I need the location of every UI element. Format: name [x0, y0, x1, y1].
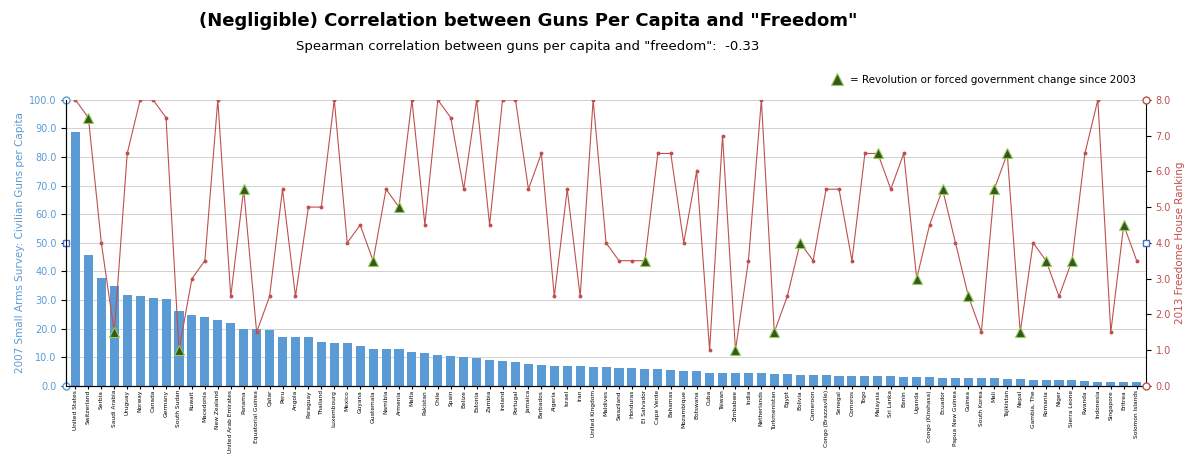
Bar [511, 361, 520, 386]
Bar [84, 255, 92, 386]
Bar [498, 361, 508, 386]
Bar [887, 376, 895, 386]
Bar [109, 286, 119, 386]
Bar [408, 351, 416, 386]
Bar [239, 329, 248, 386]
Bar [355, 346, 365, 386]
Bar [1120, 382, 1128, 386]
Bar [1028, 380, 1038, 386]
Bar [290, 337, 300, 386]
Bar [614, 368, 624, 386]
Y-axis label: 2007 Small Arms Survey: Civilian Guns per Capita: 2007 Small Arms Survey: Civilian Guns pe… [16, 112, 25, 373]
Bar [576, 366, 584, 386]
Bar [1106, 382, 1115, 386]
Bar [990, 379, 998, 386]
Bar [214, 320, 222, 386]
Bar [136, 296, 145, 386]
Bar [718, 373, 727, 386]
Bar [330, 343, 338, 386]
Bar [757, 373, 766, 386]
Y-axis label: 2013 Freedome House Ranking: 2013 Freedome House Ranking [1175, 161, 1186, 324]
Bar [977, 378, 986, 386]
Bar [666, 370, 676, 386]
Bar [97, 278, 106, 386]
Bar [1093, 381, 1103, 386]
Bar [382, 349, 390, 386]
Bar [769, 374, 779, 386]
Bar [847, 376, 857, 386]
Bar [304, 337, 313, 386]
Bar [187, 315, 197, 386]
Bar [912, 377, 922, 386]
Bar [446, 356, 455, 386]
Bar [588, 366, 598, 386]
Bar [252, 329, 262, 386]
Bar [950, 378, 960, 386]
Bar [200, 317, 209, 386]
Bar [809, 375, 817, 386]
Bar [162, 299, 170, 386]
Bar [317, 343, 326, 386]
Bar [899, 377, 908, 386]
Bar [433, 355, 443, 386]
Bar [679, 371, 689, 386]
Bar [1015, 379, 1025, 386]
Bar [472, 358, 481, 386]
Bar [1068, 380, 1076, 386]
Bar [420, 353, 430, 386]
Bar [925, 377, 934, 386]
Legend: = Revolution or forced government change since 2003: = Revolution or forced government change… [822, 71, 1140, 89]
Bar [71, 132, 80, 386]
Bar [628, 368, 636, 386]
Bar [964, 378, 973, 386]
Bar [1080, 381, 1090, 386]
Bar [834, 375, 844, 386]
Bar [536, 365, 546, 386]
Text: Spearman correlation between guns per capita and "freedom":  -0.33: Spearman correlation between guns per ca… [296, 40, 760, 53]
Bar [278, 337, 287, 386]
Bar [860, 376, 870, 386]
Bar [641, 369, 649, 386]
Bar [149, 298, 157, 386]
Bar [563, 366, 571, 386]
Bar [822, 375, 830, 386]
Bar [1132, 382, 1141, 386]
Bar [227, 322, 235, 386]
Bar [706, 373, 714, 386]
Bar [1003, 379, 1012, 386]
Bar [744, 373, 752, 386]
Bar [796, 375, 805, 386]
Bar [485, 360, 494, 386]
Bar [460, 357, 468, 386]
Bar [874, 376, 882, 386]
Bar [601, 367, 611, 386]
Bar [122, 295, 132, 386]
Bar [782, 374, 792, 386]
Bar [1055, 380, 1063, 386]
Bar [343, 343, 352, 386]
Bar [550, 366, 559, 386]
Bar [653, 369, 662, 386]
Bar [265, 330, 274, 386]
Bar [524, 364, 533, 386]
Bar [368, 349, 378, 386]
Bar [692, 371, 701, 386]
Bar [174, 311, 184, 386]
Bar [395, 349, 403, 386]
Text: (Negligible) Correlation between Guns Per Capita and "Freedom": (Negligible) Correlation between Guns Pe… [199, 12, 857, 29]
Bar [731, 373, 740, 386]
Bar [1042, 380, 1051, 386]
Bar [938, 378, 947, 386]
